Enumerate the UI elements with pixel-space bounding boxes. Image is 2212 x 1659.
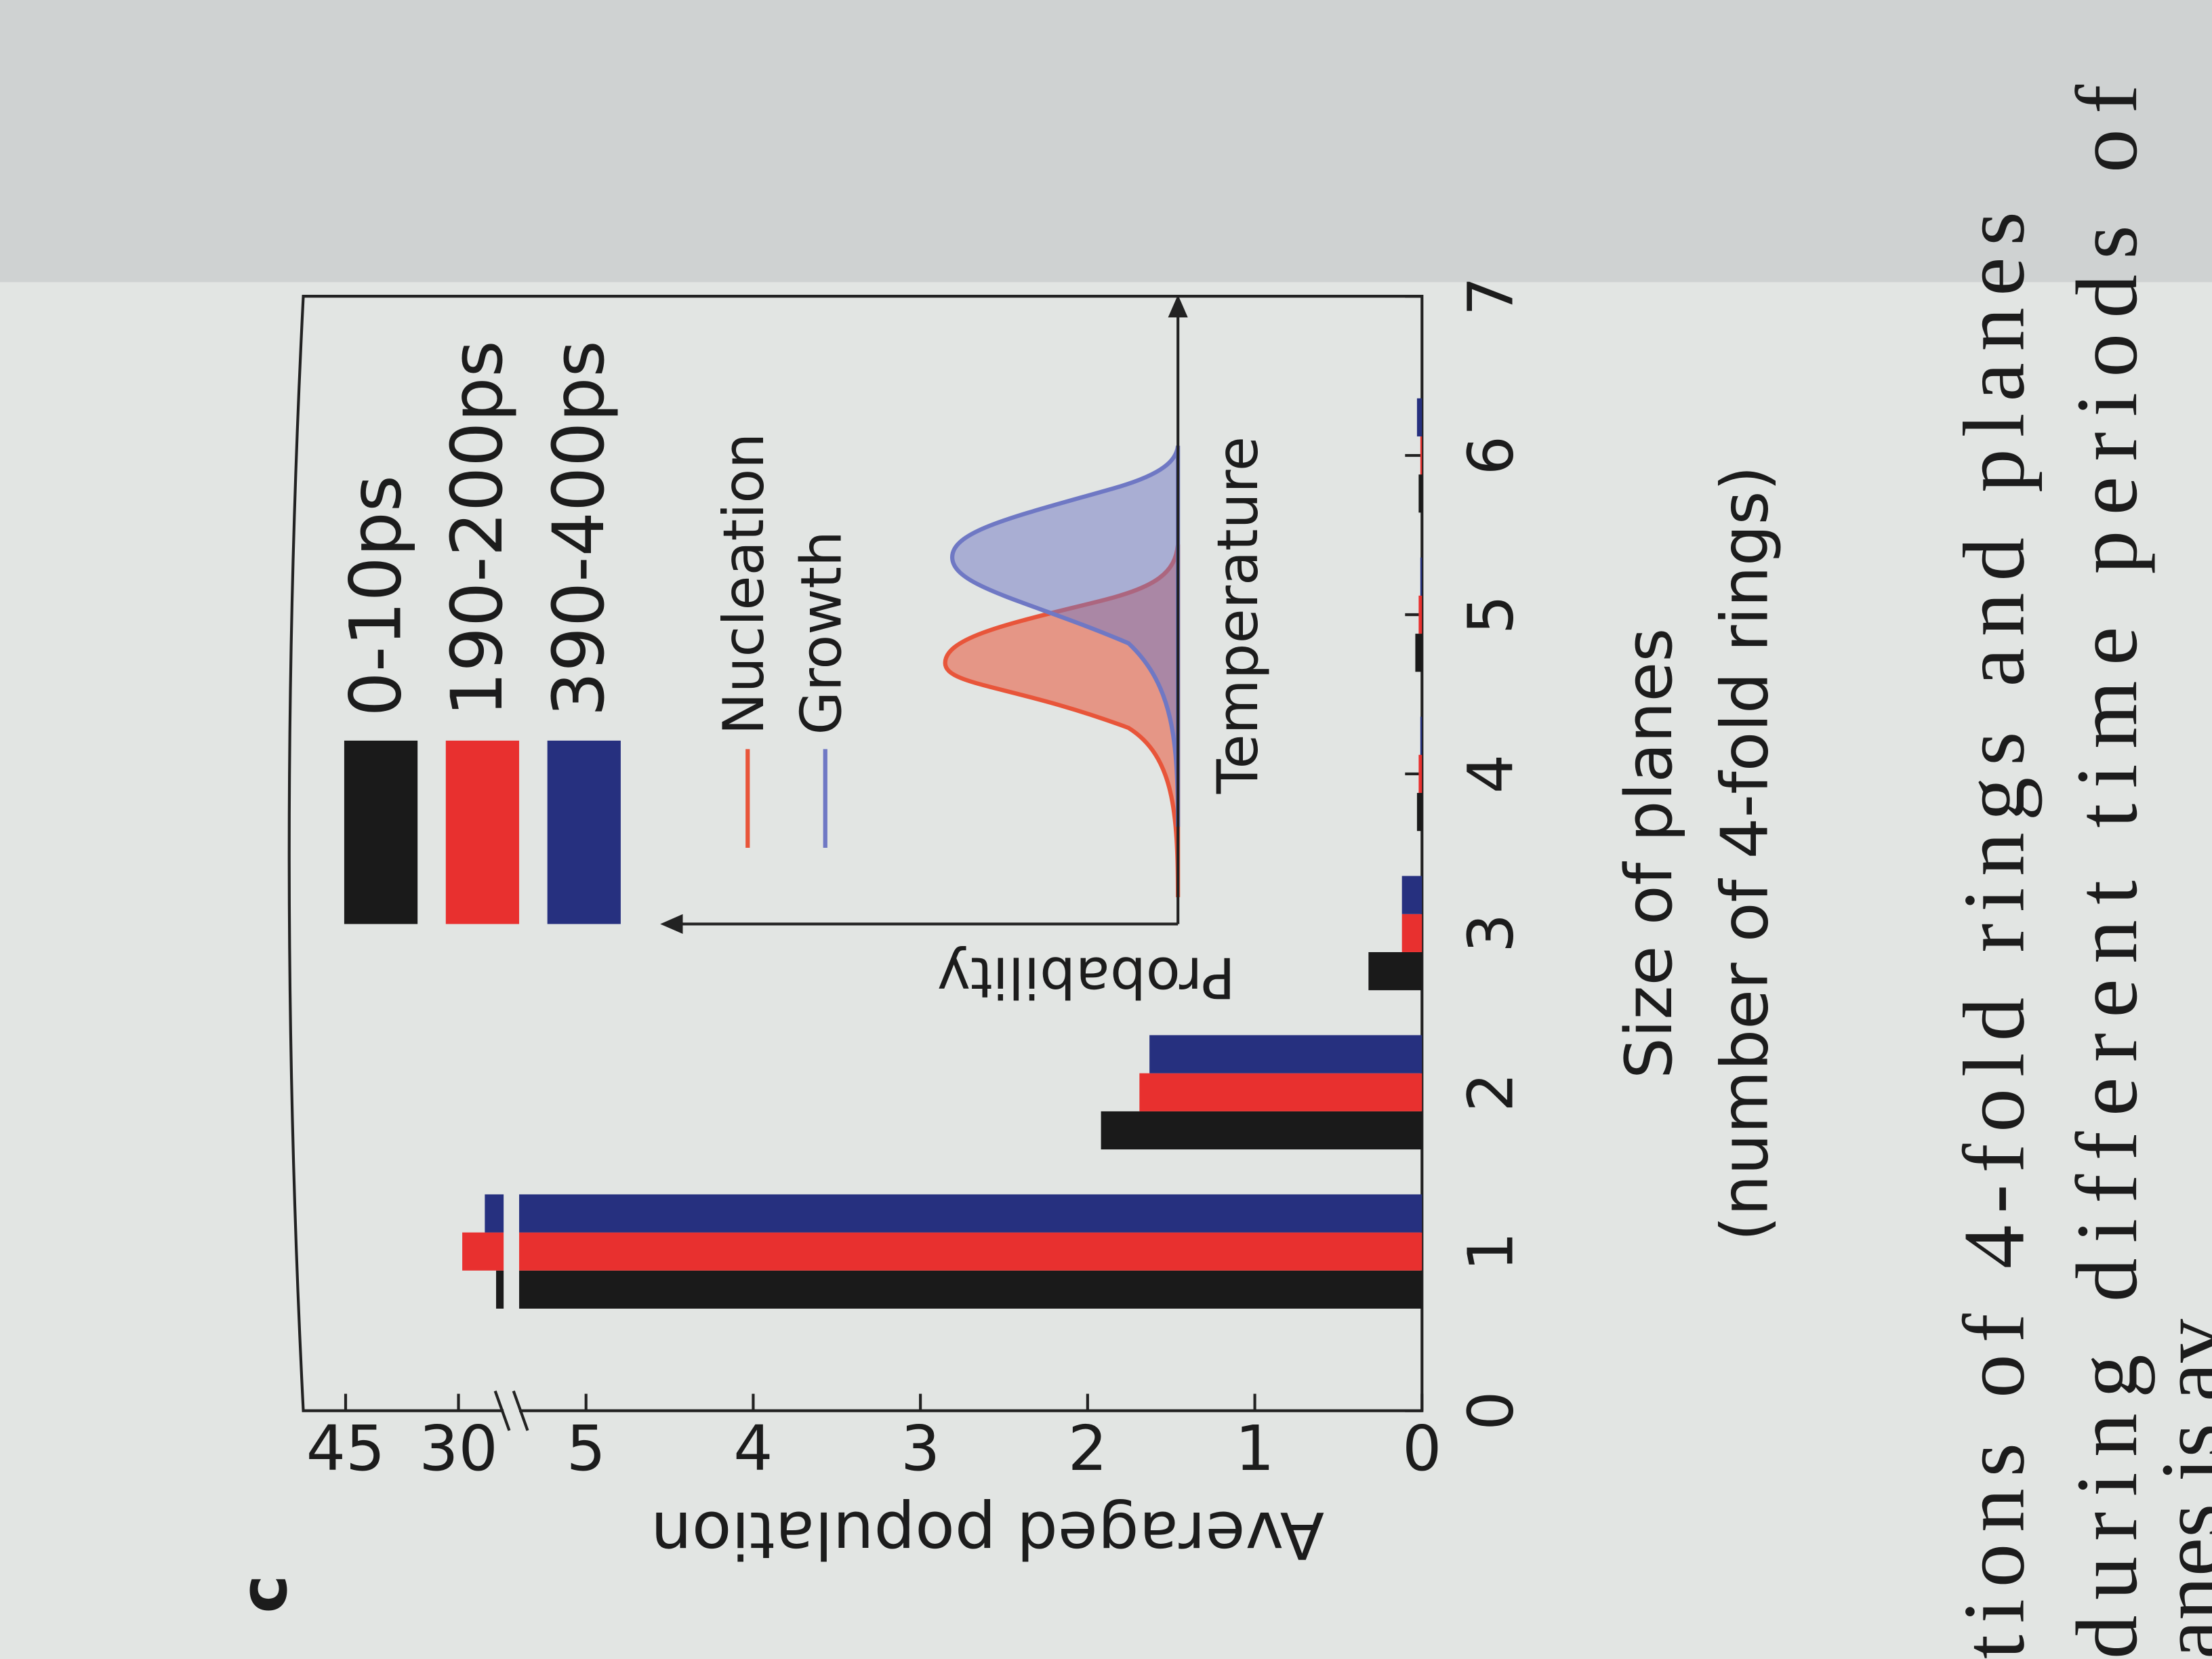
- inset-y-label: Probability: [937, 944, 1235, 1010]
- y-tick-label: 4: [733, 1412, 773, 1485]
- bar: [462, 1232, 1422, 1271]
- bar: [1101, 1111, 1422, 1150]
- legend-label: Nucleation: [711, 433, 777, 735]
- x-tick-label: 5: [1454, 595, 1527, 634]
- plot-frame: [287, 295, 1424, 1412]
- bar: [1149, 1035, 1422, 1073]
- legend-swatch: [547, 740, 621, 924]
- x-tick-label: 3: [1454, 914, 1527, 953]
- bar: [1368, 951, 1422, 991]
- inset-x-label: Temperature: [1205, 436, 1271, 794]
- bar: [485, 1194, 1422, 1233]
- y-tick-label: 3: [901, 1412, 940, 1485]
- bar: [1418, 595, 1422, 634]
- y-tick-label: 45: [306, 1412, 386, 1485]
- caption-line: anes is av: [2143, 1319, 2212, 1659]
- x-tick-label: 2: [1454, 1073, 1527, 1112]
- bar: [1416, 398, 1422, 436]
- inset: Probability Temperature Nucleation Growt…: [660, 295, 1271, 1010]
- caption-line: tions of 4-fold rings and planes: [1946, 211, 2043, 1659]
- bar: [1401, 914, 1422, 952]
- x-tick-label: 4: [1454, 754, 1527, 794]
- legend-label: 190-200ps: [436, 340, 518, 716]
- x-axis-label: (number of 4-fold rings): [1707, 466, 1783, 1241]
- y-tick-label: 2: [1068, 1412, 1107, 1485]
- background: [0, 0, 2212, 283]
- bar: [1139, 1073, 1422, 1111]
- x-tick-label: 7: [1454, 276, 1527, 316]
- growth-curve: [949, 445, 1181, 827]
- y-tick-label: 5: [567, 1412, 606, 1485]
- y-axis-label: Averaged population: [651, 1497, 1324, 1573]
- bar: [1416, 793, 1422, 832]
- x-tick-label: 6: [1454, 436, 1527, 475]
- bar: [1420, 557, 1422, 596]
- legend-swatch: [445, 740, 520, 924]
- x-tick-label: 0: [1454, 1391, 1527, 1430]
- y-tick-label: 30: [419, 1412, 498, 1485]
- bar: [1401, 876, 1422, 914]
- y-tick-label: 0: [1402, 1412, 1441, 1485]
- bar: [1418, 754, 1422, 794]
- break-mark: [493, 1390, 529, 1431]
- bar: [496, 1270, 1422, 1309]
- panel-label: c: [226, 1575, 302, 1614]
- bar: [1420, 716, 1422, 755]
- x-tick-label: 1: [1454, 1232, 1527, 1271]
- arrow-head: [660, 914, 683, 935]
- arrow-head: [1168, 295, 1188, 318]
- bar: [1418, 474, 1422, 513]
- legend-label: 390-400ps: [537, 340, 620, 716]
- legend-label: Growth: [789, 531, 855, 735]
- legend-label: 0-10ps: [334, 475, 417, 717]
- bar: [1415, 634, 1422, 672]
- legend-swatch: [344, 740, 418, 924]
- x-axis-label: Size of planes: [1611, 628, 1687, 1079]
- y-tick-label: 1: [1235, 1412, 1274, 1485]
- bar: [1420, 436, 1422, 475]
